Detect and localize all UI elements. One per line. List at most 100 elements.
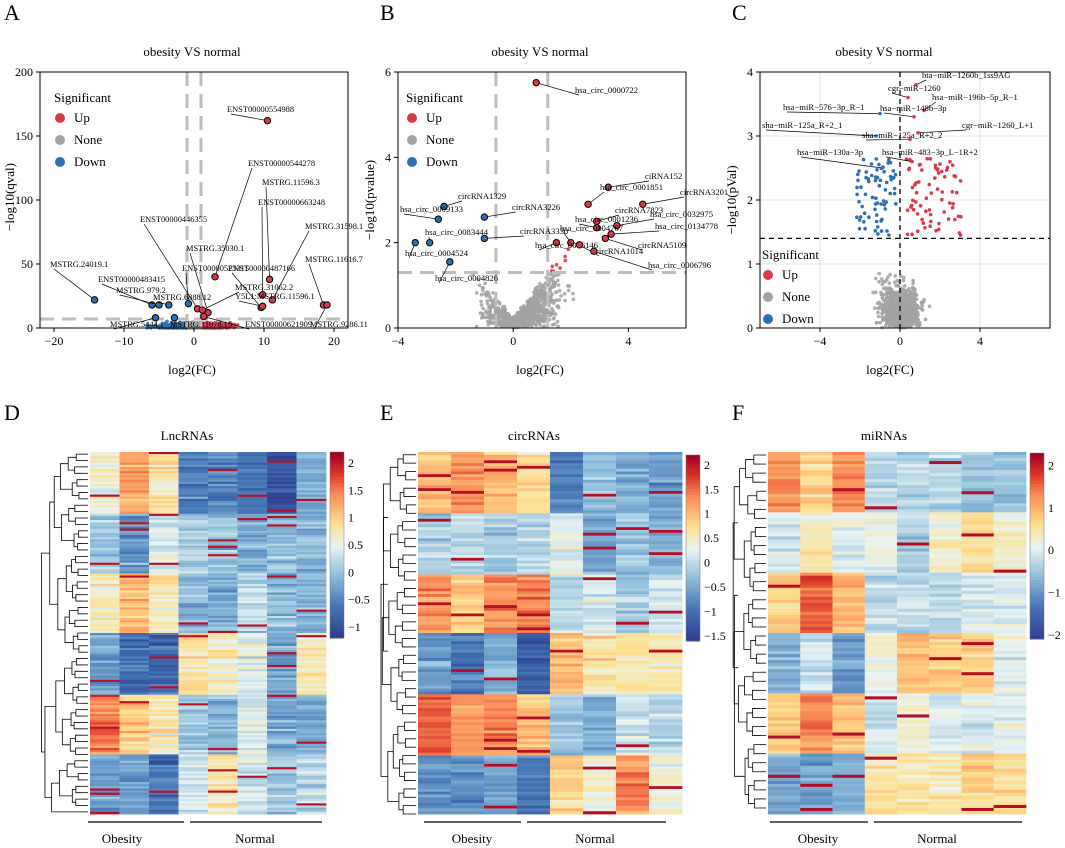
point-up xyxy=(929,191,934,195)
legend-swatch-up xyxy=(407,113,417,123)
point-label: ENST00000483415 xyxy=(98,275,165,284)
heatmap-cell xyxy=(484,535,518,539)
colorbar-segment xyxy=(330,467,344,472)
point-none xyxy=(927,304,932,309)
colorbar-segment xyxy=(330,517,344,521)
heatmap-cell xyxy=(550,602,584,606)
heatmap-cell xyxy=(484,493,518,497)
dendrogram-branch xyxy=(75,747,82,755)
legend-swatch-up xyxy=(763,270,773,280)
y-tick-label: 2 xyxy=(747,193,753,207)
point-up xyxy=(933,166,938,170)
heatmap-cell xyxy=(451,499,485,503)
y-tick-label: 100 xyxy=(15,193,33,207)
point-none xyxy=(881,306,886,311)
heatmap-cell xyxy=(550,613,584,617)
heatmap-cell xyxy=(583,577,617,581)
heatmap-cell xyxy=(649,465,683,470)
point-down xyxy=(866,177,871,181)
point-none xyxy=(554,290,559,294)
heatmap-cell xyxy=(550,468,584,472)
point-none xyxy=(548,286,553,291)
point-up xyxy=(920,217,924,222)
heatmap-cell xyxy=(484,454,518,458)
point-none xyxy=(886,275,890,279)
heatmap-cell xyxy=(451,585,485,589)
point-down xyxy=(875,168,879,172)
point-none xyxy=(541,319,546,324)
x-tick-label: 4 xyxy=(977,334,983,348)
heatmap-cell xyxy=(484,627,518,631)
heatmap-cell xyxy=(583,582,617,587)
point-none xyxy=(537,289,541,293)
heatmap-cell xyxy=(451,521,485,525)
heatmap-cell xyxy=(418,619,452,623)
point-none xyxy=(536,285,540,289)
heatmap-cell xyxy=(451,594,485,598)
point-down xyxy=(883,188,888,192)
heatmap-cell xyxy=(616,568,650,573)
point-up xyxy=(925,156,929,161)
legend-title: Significant xyxy=(54,90,111,105)
heatmap-cell xyxy=(616,532,650,536)
point-label: hsa_circ_0032975 xyxy=(650,209,713,219)
colorbar-tick-label: 1.5 xyxy=(348,483,363,497)
heatmap-cell xyxy=(583,574,617,578)
point-up xyxy=(929,219,933,224)
point-down xyxy=(873,207,877,212)
point-label: hsa−miR−148b−3p xyxy=(880,103,947,113)
heatmap-cell xyxy=(616,546,650,550)
point-up xyxy=(563,254,567,259)
heatmap-cell xyxy=(451,599,485,603)
point-up xyxy=(940,190,945,194)
heatmap-cell xyxy=(550,627,584,631)
point-up xyxy=(913,182,917,187)
heatmap-cell xyxy=(649,549,683,553)
legend-label-down: Down xyxy=(74,154,106,169)
heatmap-cell xyxy=(550,460,584,464)
colorbar-segment xyxy=(330,529,344,534)
heatmap-cell xyxy=(484,468,518,472)
heatmap-cell xyxy=(418,613,452,617)
labeled-point-marker xyxy=(151,314,160,322)
heatmap-cell xyxy=(484,591,518,595)
point-none xyxy=(531,295,536,299)
dendrogram-branch xyxy=(55,680,65,733)
legend-title: Significant xyxy=(762,247,819,262)
point-label: ENST00000487166 xyxy=(228,264,295,273)
point-down xyxy=(856,172,860,177)
point-none xyxy=(538,323,542,327)
volcano-b-xlabel: log2(FC) xyxy=(516,362,564,377)
point-up xyxy=(910,232,914,237)
heatmap-cell xyxy=(616,555,650,559)
point-up xyxy=(563,258,568,263)
heatmap-cell xyxy=(616,585,650,589)
heatmap-cell xyxy=(649,585,683,589)
heatmap-cell xyxy=(418,490,452,495)
point-down xyxy=(864,170,869,174)
point-none xyxy=(913,289,917,293)
heatmap-cell xyxy=(649,471,683,475)
heatmap-cell xyxy=(484,568,518,573)
dendrogram-branch xyxy=(51,782,82,813)
point-none xyxy=(485,311,489,316)
point-none xyxy=(531,307,536,312)
point-none xyxy=(525,299,530,304)
point-up xyxy=(942,210,946,214)
heatmap-cell xyxy=(517,588,551,592)
heatmap-cell xyxy=(517,516,551,520)
heatmap-cell xyxy=(418,479,452,484)
heatmap-cell xyxy=(451,563,485,567)
point-down xyxy=(883,207,887,211)
heatmap-cell xyxy=(616,454,650,458)
heatmap-cell xyxy=(484,574,518,578)
heatmap-cell xyxy=(649,482,683,486)
heatmap-cell xyxy=(649,552,683,556)
heatmap-cell xyxy=(517,607,551,612)
point-up xyxy=(558,266,562,270)
heatmap-cell xyxy=(484,521,518,525)
point-none xyxy=(912,294,917,299)
heatmap-cell xyxy=(484,529,518,534)
heatmap-cell xyxy=(484,621,518,626)
point-none xyxy=(889,310,894,315)
